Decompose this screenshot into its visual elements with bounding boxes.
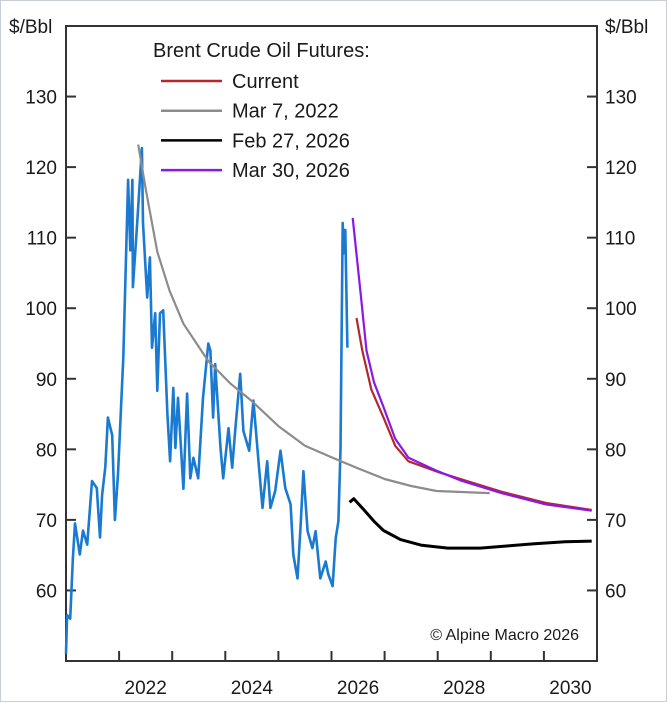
right-y-tick-label: 80: [605, 440, 626, 461]
left-y-tick-label: 120: [25, 158, 57, 179]
x-tick-label: 2022: [125, 678, 167, 699]
left-axis-unit-label: $/Bbl: [9, 17, 52, 38]
right-y-tick-label: 90: [605, 370, 626, 391]
x-tick-label: 2024: [231, 678, 274, 699]
legend-label: Mar 30, 2026: [232, 160, 350, 182]
left-y-tick-label: 90: [36, 370, 57, 391]
series-line-mar-7-2022: [137, 144, 490, 495]
legend-title: Brent Crude Oil Futures:: [153, 40, 370, 62]
right-y-tick-label: 70: [605, 511, 626, 532]
right-y-tick-label: 130: [605, 88, 637, 109]
right-y-tick-label: 100: [605, 299, 637, 320]
copyright-annotation: © Alpine Macro 2026: [430, 627, 579, 644]
series-line-mar-30-2026: [351, 217, 592, 512]
x-tick-label: 2030: [549, 678, 591, 699]
right-y-tick-label: 60: [605, 581, 626, 602]
right-y-tick-label: 110: [605, 229, 635, 250]
series-line-brent-spot: [64, 146, 349, 654]
left-y-tick-label: 130: [25, 88, 57, 109]
left-y-tick-label: 110: [27, 229, 57, 250]
x-tick-label: 2028: [443, 678, 485, 699]
series-line-feb-27-2026: [348, 497, 592, 550]
right-axis-unit-label: $/Bbl: [605, 17, 648, 38]
left-y-tick-label: 60: [36, 581, 57, 602]
right-y-tick-label: 120: [605, 158, 637, 179]
legend-label: Feb 27, 2026: [232, 130, 350, 152]
series-line-current: [355, 317, 592, 512]
left-y-tick-label: 70: [36, 511, 57, 532]
x-tick-label: 2026: [337, 678, 379, 699]
legend-label: Mar 7, 2022: [232, 101, 339, 123]
left-y-tick-label: 100: [25, 299, 57, 320]
left-y-tick-label: 80: [36, 440, 57, 461]
legend-label: Current: [232, 71, 299, 93]
